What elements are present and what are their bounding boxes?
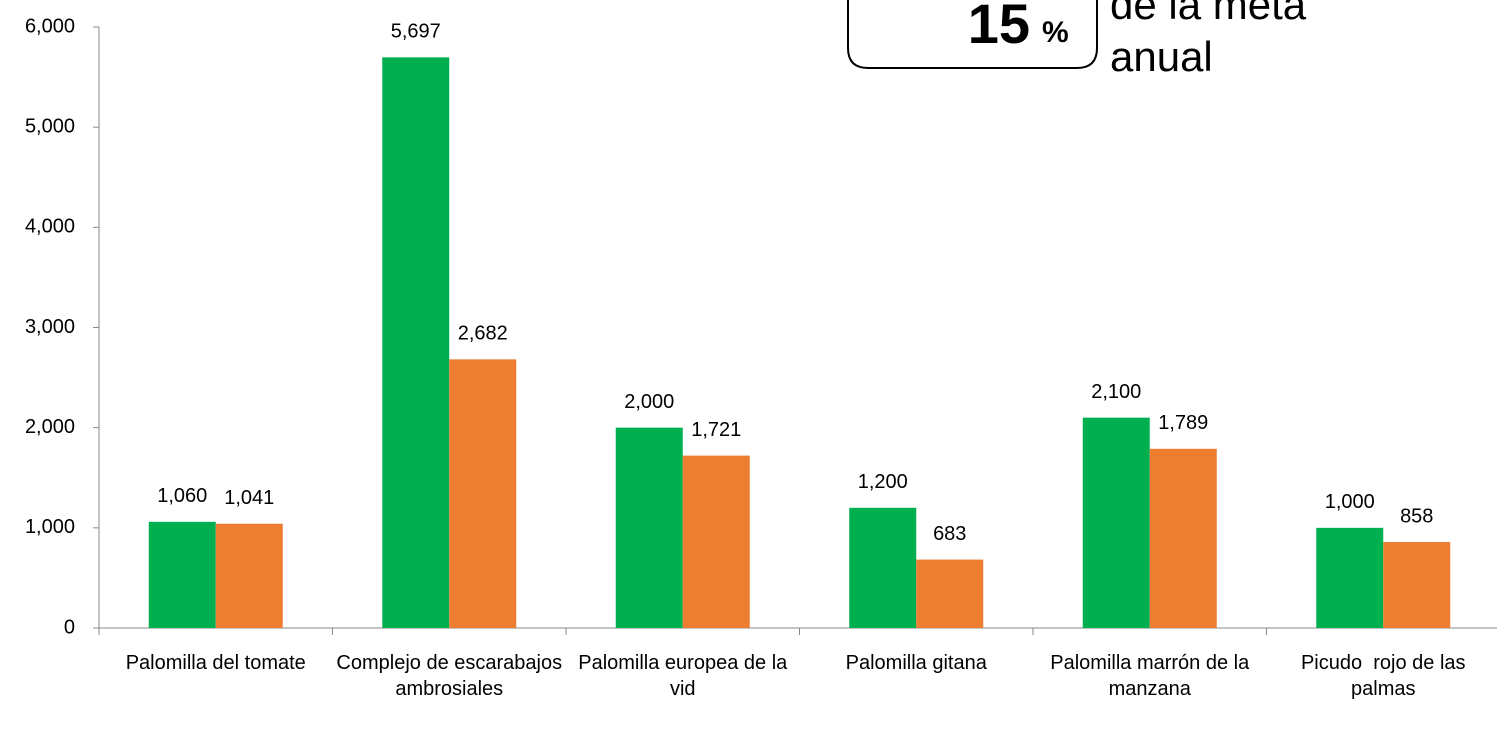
bar bbox=[1149, 448, 1217, 628]
annotation-text: anual bbox=[1110, 33, 1213, 80]
x-tick-label: Palomilla marrón de la manzana bbox=[1050, 652, 1255, 700]
x-tick-label: Palomilla del tomate bbox=[125, 652, 306, 674]
data-label: 1,789 bbox=[1158, 412, 1208, 434]
y-tick-label: 5,000 bbox=[25, 115, 75, 137]
x-tick-label: Palomilla gitana bbox=[845, 652, 987, 674]
data-label: 2,100 bbox=[1091, 381, 1141, 403]
data-label: 1,060 bbox=[157, 485, 207, 507]
data-label: 2,000 bbox=[624, 391, 674, 413]
annotation-text: de la meta bbox=[1110, 0, 1307, 28]
data-label: 683 bbox=[933, 523, 966, 545]
data-label: 1,721 bbox=[691, 419, 741, 441]
data-label: 1,000 bbox=[1325, 491, 1375, 513]
bar bbox=[849, 507, 917, 628]
bar bbox=[682, 455, 750, 628]
data-label: 1,200 bbox=[858, 471, 908, 493]
bar bbox=[1383, 542, 1451, 628]
y-tick-label: 0 bbox=[64, 616, 75, 638]
bar bbox=[148, 521, 216, 628]
y-tick-label: 3,000 bbox=[25, 316, 75, 338]
x-tick-label: Complejo de escarabajos ambrosiales bbox=[336, 652, 568, 700]
annotation-unit: % bbox=[1042, 16, 1069, 49]
bar bbox=[615, 427, 683, 628]
x-tick-label: Palomilla europea de la vid bbox=[578, 652, 793, 700]
y-tick-label: 1,000 bbox=[25, 516, 75, 538]
bar bbox=[1316, 527, 1384, 628]
y-tick-label: 2,000 bbox=[25, 416, 75, 438]
data-label: 1,041 bbox=[224, 487, 274, 509]
bar bbox=[382, 57, 450, 628]
annotation-box bbox=[847, 0, 1098, 69]
data-label: 858 bbox=[1400, 505, 1433, 527]
x-tick-label: Picudo rojo de las palmas bbox=[1300, 652, 1472, 700]
bar bbox=[215, 523, 283, 628]
data-label: 2,682 bbox=[458, 323, 508, 345]
bar bbox=[449, 359, 517, 628]
bar bbox=[1082, 417, 1150, 628]
annotation-number: 15 bbox=[968, 0, 1030, 55]
bar bbox=[916, 559, 984, 628]
y-tick-label: 4,000 bbox=[25, 216, 75, 238]
y-tick-label: 6,000 bbox=[25, 15, 75, 37]
data-label: 5,697 bbox=[391, 21, 441, 43]
